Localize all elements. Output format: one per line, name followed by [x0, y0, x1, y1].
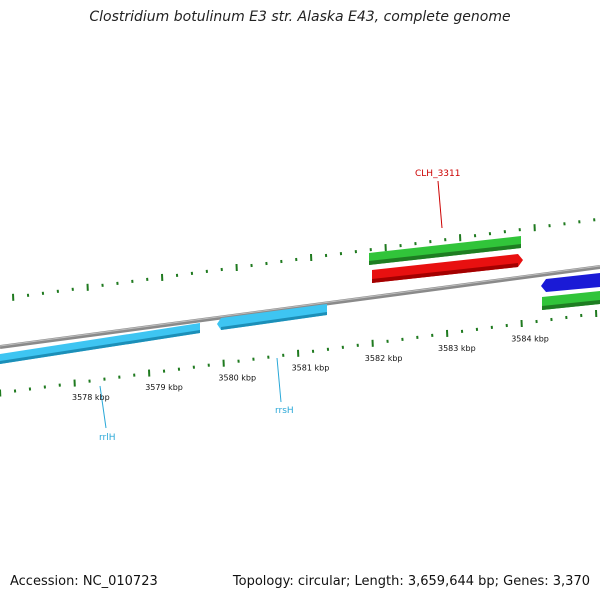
cds-forward-feature-shade [369, 244, 521, 265]
scale-label-3583: 3583 kbp [438, 344, 476, 353]
inner-tick-ring [0, 309, 598, 397]
gene-label-rrsH: rrsH [275, 406, 294, 416]
clh3311-leader-line [437, 180, 443, 229]
scale-label-3581: 3581 kbp [292, 364, 330, 373]
genome-backbone-highlight [0, 265, 600, 347]
scale-label-3579: 3579 kbp [145, 383, 183, 392]
rrlH-leader-line [99, 385, 107, 429]
scale-label-3580: 3580 kbp [218, 374, 256, 383]
gene-label-rrlH: rrlH [99, 433, 116, 443]
gene-label-clh3311: CLH_3311 [415, 169, 460, 179]
cds-blue-feature[interactable] [541, 273, 600, 292]
rrlH-feature-shade [0, 330, 200, 364]
scale-label-3584: 3584 kbp [511, 334, 549, 343]
cds-clh3311-feature-shade [372, 263, 518, 283]
outer-tick-ring [12, 218, 596, 301]
rrsH-leader-line [276, 357, 282, 403]
genome-backbone [0, 265, 600, 349]
accession-label: Accession: NC_010723 [10, 574, 158, 589]
scale-label-3578: 3578 kbp [72, 393, 110, 402]
cds-green-lower-feature-shade [542, 300, 600, 310]
genome-title: Clostridium botulinum E3 str. Alaska E43… [89, 9, 511, 25]
scale-label-3582: 3582 kbp [365, 354, 403, 363]
genome-summary: Topology: circular; Length: 3,659,644 bp… [232, 574, 590, 589]
scale-labels: 3578 kbp 3579 kbp 3580 kbp 3581 kbp 3582 kbp… [72, 334, 549, 402]
rrsH-feature[interactable] [217, 304, 327, 330]
rrsH-feature-shade [221, 312, 327, 330]
